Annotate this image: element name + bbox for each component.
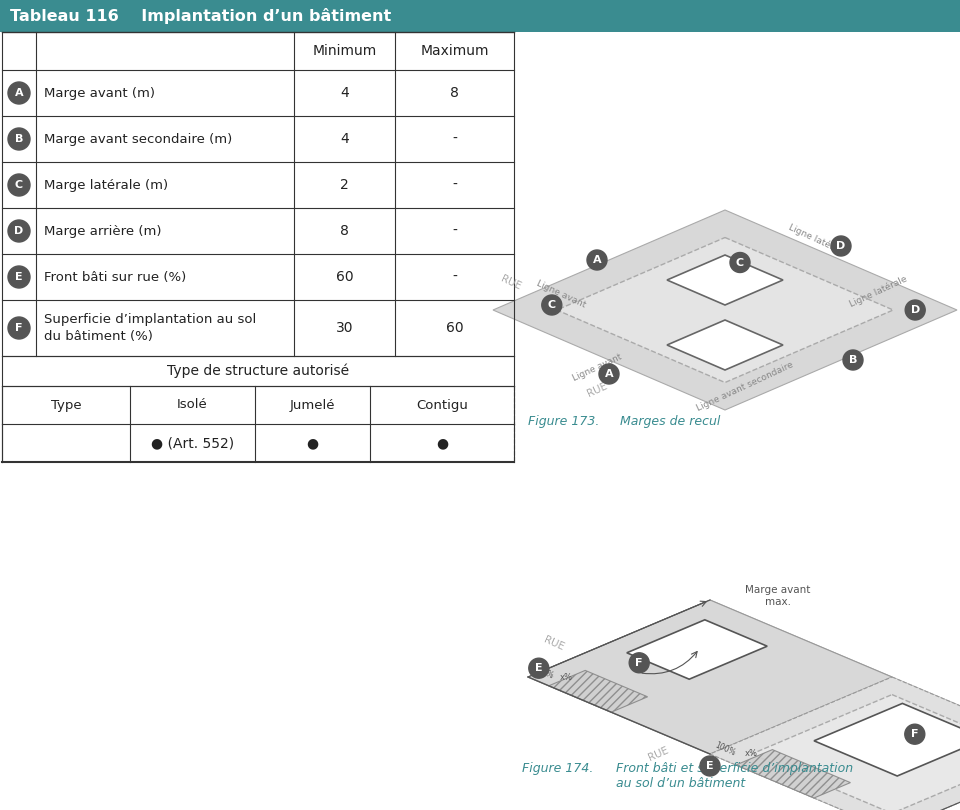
Text: F: F — [911, 729, 919, 740]
Text: C: C — [15, 180, 23, 190]
Polygon shape — [814, 703, 960, 776]
Text: 4: 4 — [340, 86, 348, 100]
Text: x%: x% — [560, 672, 573, 681]
Text: F: F — [15, 323, 23, 333]
Text: 100%: 100% — [532, 664, 555, 681]
Text: 4: 4 — [340, 132, 348, 146]
Circle shape — [8, 220, 30, 242]
Text: RUE: RUE — [542, 635, 565, 653]
Text: 2: 2 — [340, 178, 348, 192]
Text: F: F — [636, 658, 643, 667]
Circle shape — [843, 350, 863, 370]
Text: Type de structure autorisé: Type de structure autorisé — [167, 364, 349, 378]
Text: C: C — [736, 258, 744, 267]
Text: -: - — [452, 224, 457, 238]
Text: Superficie d’implantation au sol
du bâtiment (%): Superficie d’implantation au sol du bâti… — [44, 313, 256, 343]
Circle shape — [8, 266, 30, 288]
Text: E: E — [707, 761, 714, 771]
Polygon shape — [667, 255, 783, 305]
Text: -: - — [452, 178, 457, 192]
Text: A: A — [605, 369, 613, 379]
Text: B: B — [14, 134, 23, 144]
Text: Minimum: Minimum — [312, 44, 376, 58]
Polygon shape — [627, 620, 767, 680]
Circle shape — [831, 236, 851, 256]
Text: ● (Art. 552): ● (Art. 552) — [151, 436, 234, 450]
Text: Ligne latérale: Ligne latérale — [848, 274, 908, 309]
Circle shape — [730, 253, 750, 272]
Text: ●: ● — [306, 436, 319, 450]
Bar — [0, 0, 960, 32]
Circle shape — [700, 756, 720, 776]
Text: Front bâti et superficie d’implantation
au sol d’un bâtiment: Front bâti et superficie d’implantation … — [616, 762, 853, 790]
Text: E: E — [535, 663, 542, 673]
Circle shape — [8, 82, 30, 104]
Polygon shape — [528, 600, 960, 810]
Text: RUE: RUE — [586, 381, 609, 399]
Text: E: E — [15, 272, 23, 282]
Text: C: C — [548, 300, 556, 310]
Text: 100%: 100% — [713, 741, 737, 758]
Text: Marge arrière (m): Marge arrière (m) — [44, 224, 161, 237]
Text: Contigu: Contigu — [416, 399, 468, 411]
Circle shape — [629, 653, 649, 673]
Circle shape — [529, 659, 549, 678]
Text: -: - — [452, 270, 457, 284]
Text: Ligne avant: Ligne avant — [571, 352, 623, 383]
Circle shape — [8, 317, 30, 339]
Circle shape — [599, 364, 619, 384]
Text: -: - — [452, 132, 457, 146]
Text: Marge latérale (m): Marge latérale (m) — [44, 178, 168, 191]
Text: Front bâti sur rue (%): Front bâti sur rue (%) — [44, 271, 186, 284]
Text: Ligne avant secondaire: Ligne avant secondaire — [695, 360, 795, 413]
Text: Ligne latérale: Ligne latérale — [786, 222, 848, 257]
Polygon shape — [667, 320, 783, 370]
Text: 60: 60 — [336, 270, 353, 284]
Text: Marge avant
max.: Marge avant max. — [745, 585, 810, 607]
Circle shape — [8, 128, 30, 150]
Text: D: D — [911, 305, 920, 315]
Text: 60: 60 — [445, 321, 464, 335]
Circle shape — [587, 250, 607, 270]
Text: Tableau 116    Implantation d’un bâtiment: Tableau 116 Implantation d’un bâtiment — [10, 8, 392, 24]
Text: ●: ● — [436, 436, 448, 450]
Text: Maximum: Maximum — [420, 44, 489, 58]
Polygon shape — [736, 749, 851, 798]
Polygon shape — [752, 695, 960, 810]
Circle shape — [904, 724, 924, 744]
Text: D: D — [836, 241, 846, 251]
Text: Type: Type — [51, 399, 82, 411]
Text: A: A — [592, 255, 601, 265]
Text: 8: 8 — [450, 86, 459, 100]
Text: Figure 173.: Figure 173. — [528, 415, 599, 428]
Circle shape — [905, 300, 925, 320]
Text: 30: 30 — [336, 321, 353, 335]
Text: Ligne avant: Ligne avant — [535, 279, 587, 309]
Polygon shape — [549, 671, 648, 712]
Circle shape — [8, 174, 30, 196]
Text: Figure 174.: Figure 174. — [522, 762, 593, 775]
Text: Jumelé: Jumelé — [290, 399, 335, 411]
Circle shape — [541, 295, 562, 315]
Polygon shape — [493, 210, 957, 410]
Text: D: D — [14, 226, 24, 236]
Text: 8: 8 — [340, 224, 348, 238]
Text: Marges de recul: Marges de recul — [620, 415, 720, 428]
Polygon shape — [557, 237, 893, 382]
Text: Marge avant secondaire (m): Marge avant secondaire (m) — [44, 133, 232, 146]
Text: A: A — [14, 88, 23, 98]
Text: Isolé: Isolé — [178, 399, 208, 411]
Text: x%: x% — [745, 749, 758, 758]
Text: RUE: RUE — [646, 745, 670, 763]
Polygon shape — [710, 677, 960, 810]
Text: B: B — [849, 355, 857, 365]
Polygon shape — [528, 600, 892, 754]
Text: Marge avant (m): Marge avant (m) — [44, 87, 155, 100]
Text: RUE: RUE — [498, 274, 522, 292]
